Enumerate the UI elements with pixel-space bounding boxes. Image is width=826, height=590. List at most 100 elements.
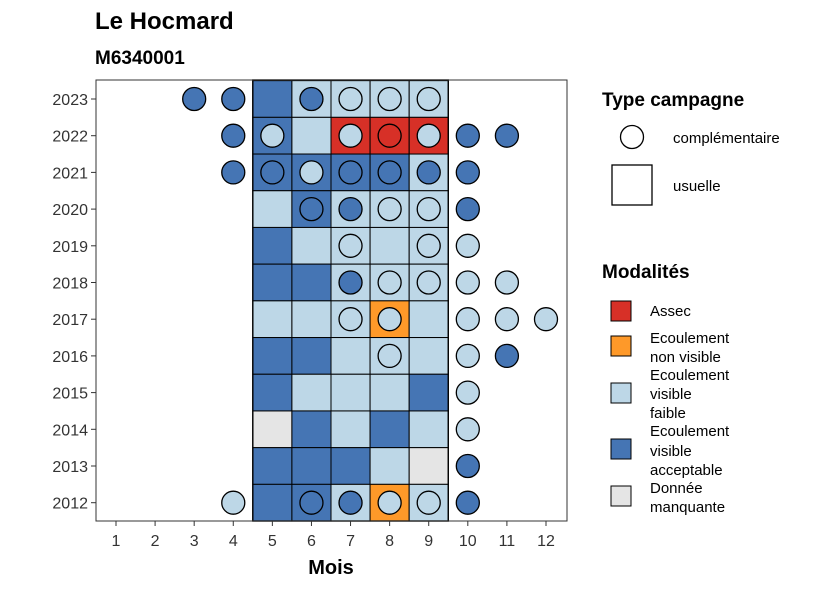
legend-key-N — [610, 335, 632, 357]
point-2017-8 — [377, 307, 402, 332]
tile-2015-6 — [291, 373, 332, 412]
legend-label-line: Ecoulement — [650, 330, 730, 347]
legend-type-campagne: Type campagne complémentaire usuelle — [602, 90, 780, 206]
y-tick-label: 2017 — [52, 312, 88, 329]
point-2018-10 — [455, 270, 480, 295]
x-tick-label: 6 — [307, 533, 316, 550]
point-2022-5 — [260, 123, 285, 148]
point-2012-4 — [221, 490, 246, 515]
y-tick-label: 2022 — [52, 129, 88, 146]
y-tick-label: 2012 — [52, 496, 88, 513]
legend-key-D — [610, 485, 632, 507]
point-2013-10 — [455, 453, 480, 479]
point-2012-7 — [338, 490, 363, 515]
point-2021-9 — [416, 160, 441, 185]
legend-label-usuelle: usuelle — [673, 178, 721, 195]
tile-2017-6 — [291, 300, 332, 339]
x-tick-label: 12 — [537, 533, 555, 550]
tile-2012-5 — [252, 483, 293, 522]
tile-2020-5 — [252, 190, 293, 228]
legend-key-usuelle — [611, 164, 653, 206]
x-tick-label: 9 — [424, 533, 433, 550]
legend-label-N: Ecoulement non visible — [650, 330, 730, 366]
point-2012-6 — [299, 490, 324, 515]
plot-area — [95, 79, 568, 522]
y-tick-label: 2020 — [52, 202, 88, 219]
point-2023-3 — [182, 86, 207, 112]
chart-subtitle: M6340001 — [95, 48, 185, 69]
legend-type-title: Type campagne — [602, 90, 744, 111]
y-tick-label: 2018 — [52, 276, 88, 293]
tile-2015-9 — [408, 373, 449, 412]
x-tick-label: 4 — [229, 533, 238, 550]
point-2014-10 — [455, 417, 480, 442]
x-tick-label: 3 — [190, 533, 199, 550]
legend-label-line: Ecoulement — [650, 367, 730, 384]
point-2018-7 — [338, 270, 363, 295]
x-tick-label: 11 — [499, 533, 516, 550]
point-2022-11 — [494, 123, 520, 148]
point-2017-7 — [338, 307, 363, 332]
point-2023-6 — [299, 86, 324, 112]
x-tick-label: 10 — [459, 533, 477, 550]
tile-2015-8 — [369, 373, 410, 412]
legend-key-A — [610, 300, 632, 322]
tile-2013-6 — [291, 447, 332, 485]
tile-2019-5 — [252, 226, 293, 265]
y-tick-label: 2023 — [52, 92, 88, 109]
legend-key-V — [610, 438, 632, 460]
x-axis-label: Mois — [308, 557, 354, 579]
y-tick-label: 2021 — [52, 165, 88, 182]
point-2021-5 — [260, 160, 285, 185]
point-2023-4 — [221, 86, 246, 112]
x-tick-label: 1 — [112, 533, 121, 550]
y-tick-label: 2013 — [52, 459, 88, 476]
tile-2022-6 — [291, 116, 332, 155]
point-2017-12 — [533, 307, 559, 332]
tile-2013-7 — [330, 447, 371, 485]
point-2021-7 — [338, 160, 363, 185]
point-2017-11 — [494, 307, 520, 332]
legend-label-V: Ecoulement visible acceptable — [650, 423, 730, 479]
legend-label-D: Donnée manquante — [650, 480, 725, 516]
tile-2014-9 — [408, 410, 449, 449]
tile-2014-6 — [291, 410, 332, 449]
legend-key-F — [610, 382, 632, 404]
legend-label-line: Assec — [650, 303, 691, 320]
point-2020-8 — [377, 196, 402, 222]
y-tick-label: 2014 — [52, 422, 88, 439]
tile-2014-7 — [330, 410, 371, 449]
point-2016-8 — [377, 343, 402, 369]
tile-2018-6 — [291, 263, 332, 302]
legend-key-complementaire — [619, 124, 645, 150]
tile-2015-7 — [330, 373, 371, 412]
point-2023-8 — [377, 86, 402, 112]
point-2022-10 — [455, 123, 480, 148]
y-tick-label: 2015 — [52, 386, 88, 403]
tile-2016-7 — [330, 337, 371, 375]
tile-2019-8 — [369, 226, 410, 265]
y-tick-label: 2016 — [52, 349, 88, 366]
point-2023-7 — [338, 86, 363, 112]
tile-2013-8 — [369, 447, 410, 485]
tile-2015-5 — [252, 373, 293, 412]
point-2015-10 — [455, 380, 480, 405]
point-2017-10 — [455, 307, 480, 332]
x-tick-label: 7 — [346, 533, 355, 550]
point-2012-9 — [416, 490, 441, 515]
legend-label-line: non visible — [650, 349, 721, 366]
point-2019-9 — [416, 233, 441, 258]
legend-label-line: visible — [650, 386, 692, 403]
legend-label-complementaire: complémentaire — [673, 130, 780, 147]
tile-2016-6 — [291, 337, 332, 375]
legend-label-line: Ecoulement — [650, 423, 730, 440]
legend-modalites-title: Modalités — [602, 262, 690, 283]
point-2021-6 — [299, 160, 324, 185]
legend-label-line: faible — [650, 405, 686, 422]
point-2018-8 — [377, 270, 402, 295]
legend-label-line: acceptable — [650, 462, 723, 479]
chart-title: Le Hocmard — [95, 8, 234, 35]
x-tick-label: 2 — [151, 533, 160, 550]
tile-2017-9 — [408, 300, 449, 339]
tile-2014-5 — [252, 410, 293, 449]
